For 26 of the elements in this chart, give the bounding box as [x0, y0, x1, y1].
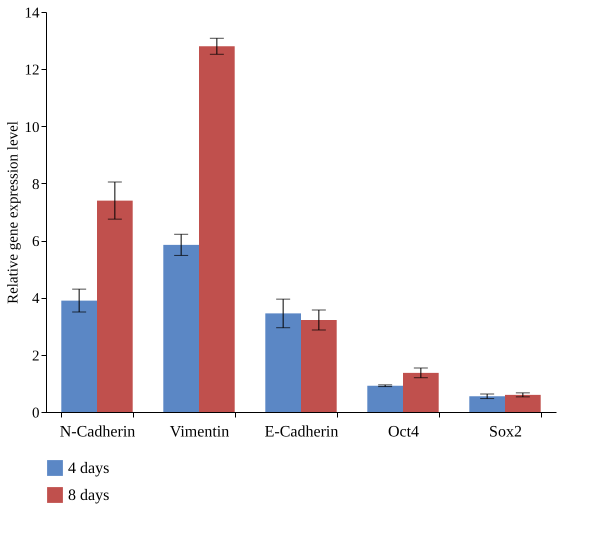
legend-label: 4 days: [68, 460, 110, 477]
x-tick-label: E-Cadherin: [264, 424, 338, 440]
x-tick-label: Vimentin: [170, 424, 230, 440]
y-tick-label: 14: [24, 6, 40, 22]
y-axis-title: Relative gene expression level: [6, 121, 22, 304]
y-tick-label: 0: [32, 406, 40, 422]
bar: [367, 386, 403, 412]
bar: [61, 300, 97, 412]
y-tick-label: 2: [32, 348, 40, 364]
y-tick-label: 10: [24, 120, 40, 136]
y-tick-label: 8: [32, 176, 40, 193]
bar: [199, 46, 235, 412]
bar: [469, 396, 505, 412]
y-tick-label: 6: [32, 234, 40, 250]
bar: [505, 394, 541, 412]
bar: [265, 313, 301, 412]
legend-label: 8 days: [68, 487, 110, 504]
bar: [163, 244, 199, 412]
bar: [403, 372, 439, 412]
x-tick-label: Oct4: [388, 424, 420, 440]
bar: [97, 200, 133, 412]
x-tick-label: Sox2: [489, 424, 522, 440]
bar: [301, 320, 337, 412]
x-tick-label: N-Cadherin: [60, 424, 136, 440]
y-tick-label: 4: [32, 291, 40, 308]
y-tick-label: 12: [24, 62, 40, 79]
